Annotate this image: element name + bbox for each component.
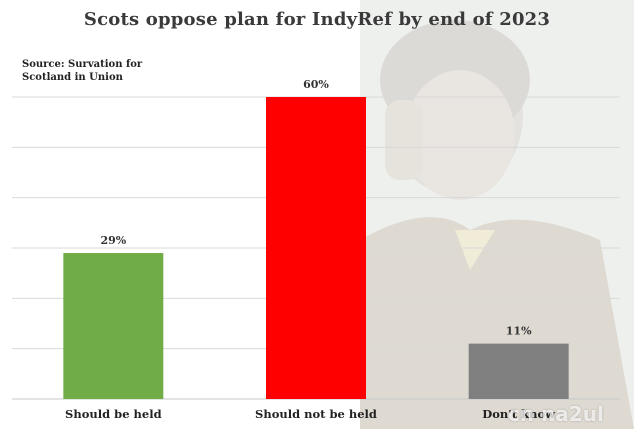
chart-title: Scots oppose plan for IndyRef by end of … [83, 9, 551, 30]
category-label-0: Should be held [65, 407, 162, 421]
value-label-2: 11% [506, 325, 532, 338]
bar-0 [63, 253, 164, 399]
bar-1 [266, 97, 366, 399]
source-line-2: Scotland in Union [22, 72, 123, 83]
watermark: cn na2ul [508, 402, 604, 426]
value-labels: 29% 60% 11% [100, 78, 532, 338]
value-label-0: 29% [100, 234, 126, 247]
chart-source: Source: Survation for Scotland in Union [22, 58, 142, 84]
value-label-1: 60% [303, 78, 329, 91]
bar-2 [468, 343, 569, 399]
category-labels: Should be held Should not be held Don't kn… [65, 407, 556, 421]
category-label-1: Should not be held [255, 407, 377, 421]
bars [63, 97, 569, 399]
category-label-2: Don't know [482, 407, 556, 421]
source-line-1: Source: Survation for [22, 59, 143, 70]
